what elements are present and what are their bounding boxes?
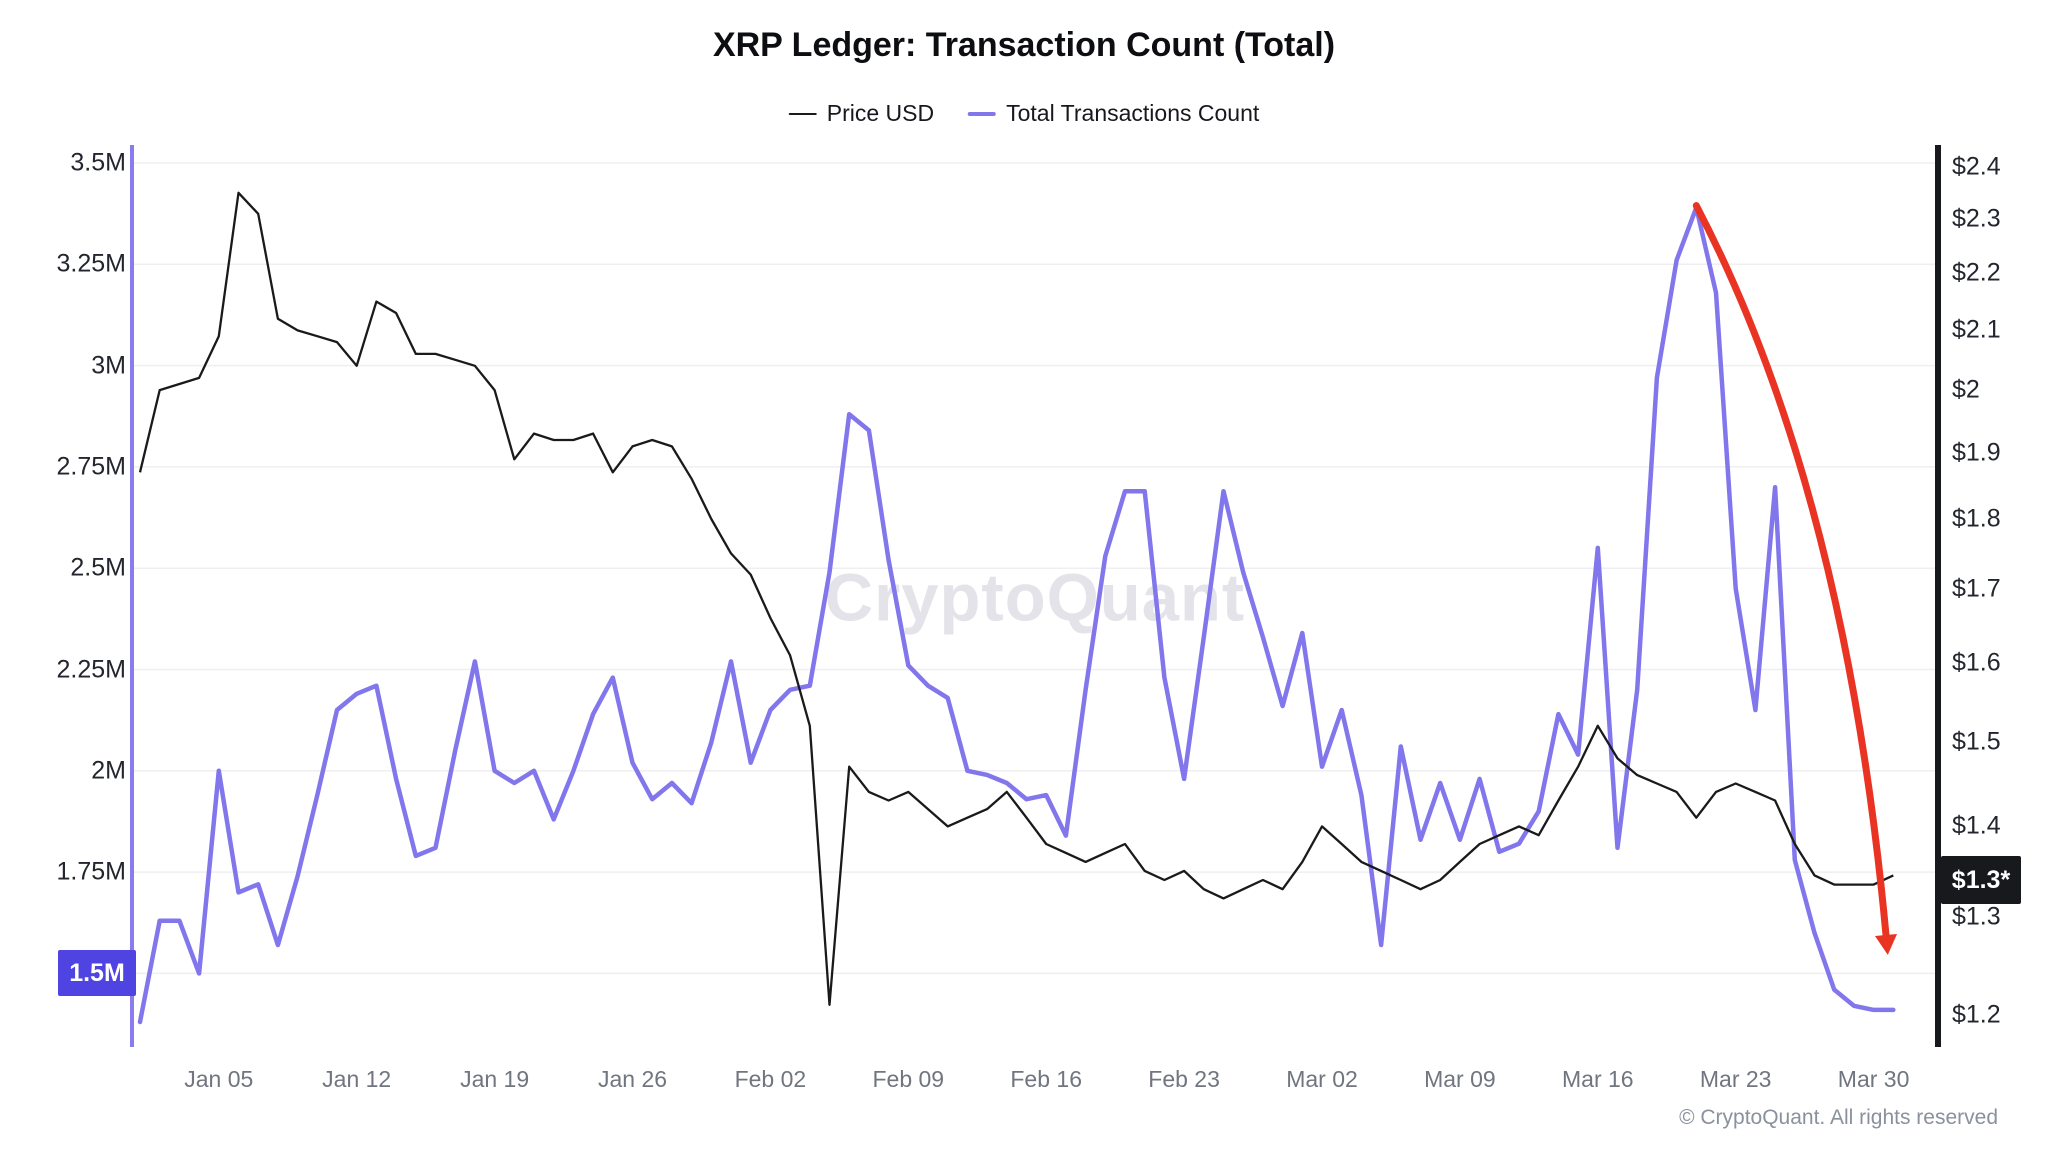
legend-item-price[interactable]: Price USD bbox=[788, 100, 935, 127]
transactions-line bbox=[137, 205, 1896, 1025]
drop-arrow-head-icon bbox=[1875, 934, 1897, 955]
transactions-line-swatch-icon bbox=[968, 111, 997, 116]
price-line bbox=[138, 191, 1894, 1006]
drop-arrow-annotation bbox=[1692, 202, 1897, 955]
legend: Price USD Total Transactions Count bbox=[788, 100, 1259, 127]
drop-arrow-curve bbox=[1692, 202, 1890, 939]
price-line-swatch-icon bbox=[788, 112, 817, 115]
copyright-footer: © CryptoQuant. All rights reserved bbox=[1679, 1106, 1998, 1129]
legend-label-price: Price USD bbox=[826, 100, 935, 126]
page-title: XRP Ledger: Transaction Count (Total) bbox=[712, 26, 1336, 64]
legend-item-transactions[interactable]: Total Transactions Count bbox=[968, 100, 1259, 127]
legend-label-transactions: Total Transactions Count bbox=[1006, 100, 1260, 126]
gridlines bbox=[134, 162, 1936, 975]
